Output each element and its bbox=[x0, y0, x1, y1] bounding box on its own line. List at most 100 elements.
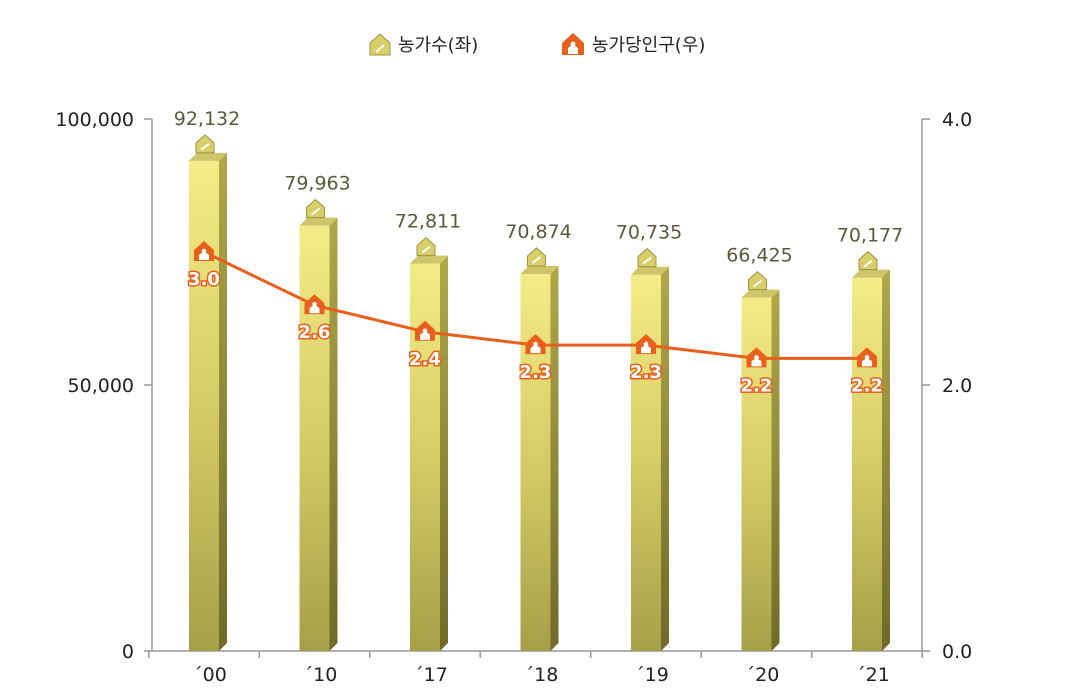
line-point bbox=[636, 334, 656, 355]
house-icon-mark bbox=[642, 256, 652, 265]
person-body bbox=[751, 358, 762, 367]
house-icon-shape bbox=[637, 248, 657, 268]
house-icon bbox=[306, 198, 325, 219]
line-point bbox=[525, 334, 546, 355]
house-icon-mark bbox=[200, 143, 210, 151]
line-point bbox=[746, 347, 767, 368]
bar-front bbox=[520, 273, 551, 651]
house-icon-mark bbox=[310, 207, 321, 216]
bar-side bbox=[219, 152, 227, 651]
line-point bbox=[415, 320, 435, 341]
house-icon bbox=[858, 250, 878, 271]
bar-value-label: 70,874 bbox=[505, 221, 571, 243]
bar-top bbox=[520, 265, 559, 274]
x-tick-label: ´21 bbox=[856, 664, 890, 686]
house-icon-shape bbox=[748, 270, 767, 291]
bar-side bbox=[550, 265, 559, 651]
bar-top bbox=[299, 217, 338, 226]
bar-value-label: 70,735 bbox=[616, 222, 682, 244]
right-tick-label: 2.0 bbox=[942, 375, 972, 397]
person-head bbox=[864, 355, 870, 360]
right-tick-label: 4.0 bbox=[942, 109, 972, 131]
line-point bbox=[194, 241, 214, 261]
house-icon bbox=[527, 247, 546, 267]
right-tick-label: 0.0 bbox=[942, 641, 972, 663]
house-icon-shape bbox=[527, 247, 546, 267]
person-head bbox=[312, 301, 317, 307]
house-icon bbox=[748, 270, 767, 291]
legend-label-bar: 농가수(좌) bbox=[398, 35, 478, 56]
legend-item-bar: 농가수(좌) bbox=[369, 33, 478, 56]
line-value-label: 2.2 bbox=[851, 375, 883, 396]
house-icon-mark bbox=[863, 259, 873, 268]
bar-front bbox=[299, 225, 330, 651]
left-tick-label: 100,000 bbox=[55, 109, 134, 131]
house-icon bbox=[195, 134, 215, 154]
left-tick-label: 0 bbox=[122, 641, 134, 663]
line-point bbox=[304, 294, 325, 315]
bar: 70,735 bbox=[616, 222, 682, 651]
bar-value-label: 70,177 bbox=[837, 225, 903, 247]
house-person-icon bbox=[562, 33, 584, 55]
bar-side bbox=[440, 255, 448, 651]
person-head bbox=[201, 248, 207, 254]
bar-side bbox=[771, 289, 780, 651]
bar: 70,874 bbox=[505, 221, 572, 651]
line-value-label: 3.0 bbox=[188, 269, 220, 290]
person-body bbox=[420, 332, 430, 340]
bar-side bbox=[661, 266, 669, 651]
person-body bbox=[530, 345, 541, 354]
bar-value-label: 66,425 bbox=[726, 245, 792, 267]
line-value-label: 2.4 bbox=[409, 349, 441, 370]
person-body bbox=[641, 345, 651, 354]
bar-top bbox=[631, 266, 669, 275]
line-value-label: 2.2 bbox=[741, 375, 773, 396]
legend: 농가수(좌) 농가당인구(우) bbox=[369, 33, 705, 56]
legend-item-line: 농가당인구(우) bbox=[562, 33, 705, 56]
line-value-label: 2.3 bbox=[630, 362, 662, 383]
bar: 79,963 bbox=[284, 173, 351, 651]
bar-top bbox=[852, 269, 890, 278]
bar-top bbox=[741, 289, 780, 298]
bar-value-label: 72,811 bbox=[395, 211, 461, 233]
bar: 72,811 bbox=[395, 211, 461, 651]
person-head bbox=[533, 341, 538, 347]
line-point bbox=[857, 347, 877, 368]
bar: 66,425 bbox=[726, 245, 793, 651]
left-tick-label: 50,000 bbox=[68, 375, 134, 397]
line-value-label: 2.6 bbox=[299, 322, 331, 343]
house-icon-shape bbox=[416, 236, 436, 257]
house-icon-shape bbox=[306, 198, 325, 219]
person-body bbox=[862, 358, 872, 367]
person-body bbox=[309, 305, 320, 314]
bar: 70,177 bbox=[837, 225, 903, 651]
x-tick-label: ´19 bbox=[635, 664, 669, 686]
line-series: 3.0 2.6 2.4 2.3 2.3 2.2 2.2 bbox=[187, 241, 884, 398]
legend-label-line: 농가당인구(우) bbox=[592, 35, 705, 56]
bar-front bbox=[852, 277, 882, 651]
house-icon bbox=[637, 248, 657, 268]
x-tick-label: ´00 bbox=[193, 664, 227, 686]
bar-value-label: 79,963 bbox=[284, 173, 350, 195]
house-icon-mark bbox=[531, 256, 542, 264]
bar-top bbox=[189, 152, 227, 161]
x-tick-label: ´18 bbox=[525, 664, 559, 686]
axes: 0 50,000 100,000 0.0 2.0 4.0 bbox=[55, 109, 972, 663]
x-axis-ticks: ´00 ´10 ´17 ´18 ´19 ´20 ´21 bbox=[148, 651, 923, 686]
bar: 92,132 bbox=[174, 108, 240, 651]
line-value-label: 2.3 bbox=[520, 362, 552, 383]
x-tick-label: ´10 bbox=[304, 664, 338, 686]
house-icon-shape bbox=[195, 134, 215, 154]
bar-front bbox=[189, 160, 219, 651]
bar-front bbox=[631, 274, 661, 651]
bar-side bbox=[882, 269, 890, 651]
house-icon bbox=[416, 236, 436, 257]
person-head bbox=[422, 328, 428, 334]
bar-top bbox=[410, 255, 448, 264]
bar-side bbox=[329, 217, 338, 651]
person-head bbox=[643, 341, 649, 347]
bar-value-label: 92,132 bbox=[174, 108, 240, 130]
house-icon-mark bbox=[421, 245, 431, 254]
x-tick-label: ´17 bbox=[414, 664, 448, 686]
